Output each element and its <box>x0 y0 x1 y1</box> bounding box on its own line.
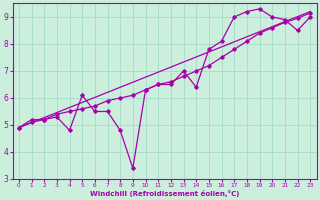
X-axis label: Windchill (Refroidissement éolien,°C): Windchill (Refroidissement éolien,°C) <box>90 190 239 197</box>
